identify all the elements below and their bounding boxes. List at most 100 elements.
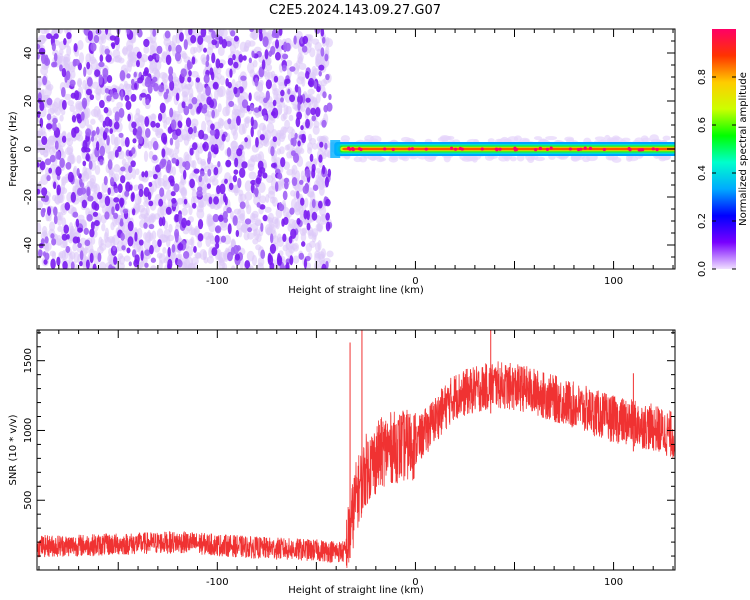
spectrogram-noise-cell	[324, 53, 329, 62]
spectrogram-noise-cell	[138, 213, 147, 220]
spectrogram-noise-cell	[190, 236, 195, 249]
spectrogram-noise-cell	[320, 47, 325, 57]
spectrogram-noise-cell	[76, 154, 82, 164]
spectrogram-noise-cell	[107, 187, 111, 196]
spectrogram-noise-cell	[321, 164, 326, 175]
spectrogram-noise-cell	[104, 29, 109, 35]
spectrogram-noise-cell	[254, 187, 259, 198]
spectrogram-noise-cell	[297, 140, 301, 147]
spectrogram-peak	[545, 147, 550, 151]
spectrogram-noise-cell	[215, 58, 221, 69]
spectrogram-noise-cell	[59, 114, 64, 122]
spectrogram-noise-cell	[302, 35, 309, 45]
spectrogram-noise-cell	[280, 89, 285, 97]
spectrogram-noise-cell	[63, 38, 67, 46]
spectrogram-noise-cell	[171, 157, 177, 164]
spectrogram-noise-cell	[149, 59, 158, 72]
spectrogram-noise-cell	[60, 87, 66, 98]
spectrogram-noise-cell	[185, 256, 193, 269]
spectrogram-noise-cell	[44, 158, 52, 166]
spectrogram-noise-cell	[39, 29, 48, 35]
spectrogram-noise-cell	[55, 151, 61, 160]
spectrogram-noise-cell	[308, 133, 313, 142]
spectrogram-noise-cell	[318, 154, 323, 163]
spectrogram-noise-cell	[241, 99, 249, 109]
spectrogram-noise-cell	[50, 258, 56, 269]
spectrogram-noise-cell	[326, 102, 333, 112]
spectrogram-noise-cell	[292, 242, 300, 252]
spectrogram-noise-cell	[138, 183, 144, 191]
spectrogram-noise-cell	[247, 227, 253, 233]
spectrogram-noise-cell	[77, 40, 84, 51]
spectrogram-peak	[424, 147, 428, 151]
spectrogram-noise-cell	[37, 81, 42, 89]
spectrogram-noise-cell	[197, 240, 203, 248]
spectrogram-noise-cell	[192, 202, 197, 209]
colorbar-gradient	[712, 29, 736, 269]
spectrogram-noise-cell	[123, 255, 131, 262]
spectrogram-noise-cell	[311, 168, 316, 179]
colorbar-tick-label: 0.2	[697, 213, 708, 229]
spectrogram-noise-cell	[291, 137, 297, 147]
spectrogram-noise-cell	[227, 57, 234, 66]
spectrogram-noise-cell	[54, 140, 59, 150]
spectrogram-noise-cell	[83, 107, 91, 119]
spectrogram-noise-cell	[84, 118, 90, 127]
spectrogram-noise-cell	[53, 214, 58, 225]
spectrogram-noise-cell	[143, 134, 148, 144]
spectrogram-noise-cell	[152, 140, 159, 151]
spectrogram-noise-cell	[63, 224, 70, 234]
spectrogram-noise-cell	[207, 256, 214, 264]
spectrogram-noise-cell	[157, 112, 163, 122]
spectrogram-noise-cell	[321, 263, 327, 269]
spectrogram-noise-cell	[210, 123, 215, 131]
spectrogram-noise-cell	[163, 91, 169, 100]
spectrogram-noise-cell	[282, 216, 289, 226]
spectrogram-noise-cell	[264, 49, 269, 60]
spectrogram-signal-halo	[507, 136, 519, 143]
spectrogram-noise-cell	[46, 33, 53, 40]
spectrogram-noise-cell	[61, 177, 70, 184]
spectrogram-noise-cell	[239, 201, 246, 209]
spectrogram-peak	[627, 146, 631, 151]
spectrogram-noise-cell	[264, 206, 272, 213]
spectrogram-noise-cell	[90, 118, 96, 125]
spectrogram-noise-cell	[197, 233, 204, 242]
spectrogram-noise-cell	[169, 107, 174, 118]
spectrogram-noise-cell	[89, 252, 94, 264]
spectrogram-noise-cell	[104, 141, 111, 154]
spectrogram-noise-cell	[211, 178, 219, 186]
spectrogram-noise-cell	[301, 76, 306, 87]
spectrogram-noise-cell	[92, 211, 99, 217]
spectrogram-noise-cell	[181, 101, 186, 109]
spectrogram-noise-cell	[298, 252, 305, 260]
spectrogram-peak	[348, 147, 352, 151]
spectrogram-noise-cell	[294, 132, 298, 140]
spectrogram-noise-cell	[311, 211, 318, 221]
spectrogram-noise-cell	[304, 182, 309, 192]
spectrogram-noise-cell	[174, 213, 180, 223]
spectrogram-peak	[410, 147, 415, 151]
spectrogram-noise-cell	[323, 149, 332, 157]
spectrogram-peak	[407, 147, 411, 151]
colorbar: 0.0 0.2 0.4 0.6 0.8 Normalized spectral ampl…	[697, 29, 749, 277]
spectrogram-noise-cell	[180, 82, 188, 90]
spectrogram-noise-cell	[225, 90, 232, 101]
spectrogram-noise-cell	[131, 168, 137, 180]
spectrogram-noise-cell	[318, 70, 322, 77]
spectrogram-noise-cell	[135, 108, 141, 116]
snr-series-line	[37, 361, 675, 569]
spectrogram-ytick-label: 20	[23, 95, 34, 108]
spectrogram-noise-cell	[321, 119, 327, 128]
spectrogram-noise-cell	[285, 248, 293, 258]
spectrogram-noise-cell	[221, 38, 228, 49]
snr-ytick-label: 500	[23, 491, 34, 510]
spectrogram-noise-cell	[44, 236, 49, 244]
spectrogram-noise-cell	[289, 207, 295, 215]
spectrogram-noise-cell	[138, 239, 144, 246]
spectrogram-noise-cell	[217, 46, 225, 57]
spectrogram-noise-cell	[281, 64, 287, 72]
spectrogram-noise-cell	[118, 132, 124, 138]
spectrogram-noise-cell	[232, 53, 236, 61]
spectrogram-noise-cell	[233, 35, 239, 42]
